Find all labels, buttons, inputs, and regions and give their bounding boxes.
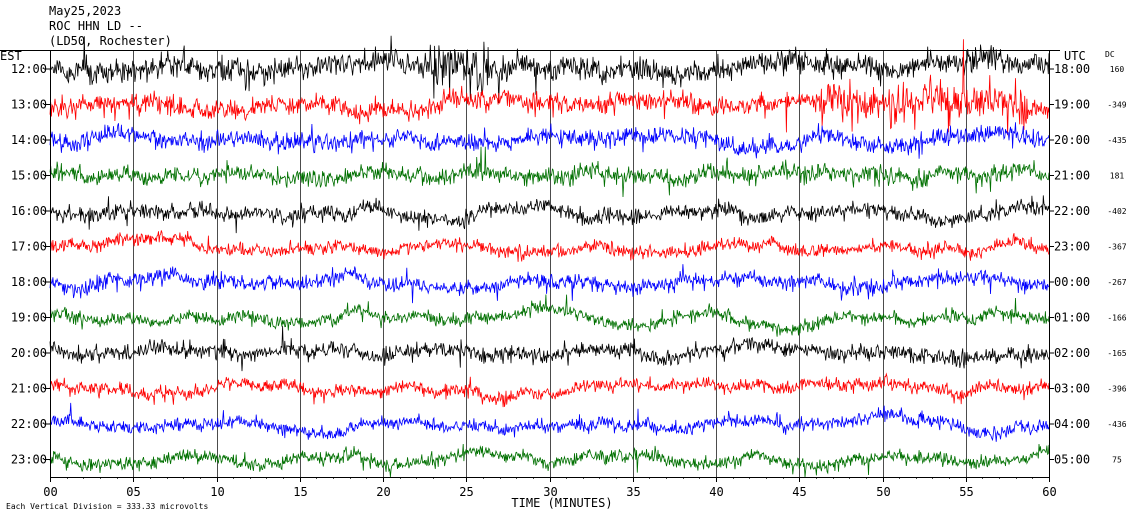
station-label: ROC HHN LD -- xyxy=(49,19,143,33)
trace-row-1500 xyxy=(49,146,1050,198)
dc-offset-value: -165 xyxy=(1107,349,1126,358)
trace-row-2200 xyxy=(49,402,1050,442)
utc-hour-label: 22:00 xyxy=(1054,204,1090,218)
trace-group xyxy=(49,35,1050,478)
est-hour-label: 19:00 xyxy=(11,311,47,325)
est-hour-label: 22:00 xyxy=(11,417,47,431)
utc-hour-label: 18:00 xyxy=(1054,62,1090,76)
dc-column-label: DC xyxy=(1105,50,1115,59)
est-hour-label: 16:00 xyxy=(11,204,47,218)
dc-offset-value: -435 xyxy=(1107,136,1126,145)
dc-offset-value: 75 xyxy=(1112,456,1122,465)
trace-row-2100 xyxy=(49,372,1050,408)
est-hour-label: 21:00 xyxy=(11,382,47,396)
x-tick-label-00: 00 xyxy=(43,485,57,499)
trace-row-2300 xyxy=(49,443,1050,478)
location-label: (LD50, Rochester) xyxy=(49,34,172,48)
x-tick-label-35: 35 xyxy=(626,485,640,499)
trace-row-2000 xyxy=(49,326,1050,372)
utc-hour-label: 01:00 xyxy=(1054,311,1090,325)
x-tick-label-05: 05 xyxy=(126,485,140,499)
trace-row-1900 xyxy=(49,294,1050,337)
est-hour-label: 15:00 xyxy=(11,169,47,183)
dc-offset-value: -349 xyxy=(1107,101,1126,110)
x-tick-label-10: 10 xyxy=(210,485,224,499)
trace-row-1200 xyxy=(49,35,1050,104)
dc-offset-value: 181 xyxy=(1110,172,1125,181)
scale-note: Each Vertical Division = 333.33 microvol… xyxy=(6,502,208,511)
utc-hour-label: 05:00 xyxy=(1054,453,1090,467)
x-tick-label-15: 15 xyxy=(293,485,307,499)
utc-hour-label: 03:00 xyxy=(1054,382,1090,396)
x-tick-label-20: 20 xyxy=(376,485,390,499)
dc-offset-value: -367 xyxy=(1107,243,1126,252)
est-hour-label: 14:00 xyxy=(11,133,47,147)
utc-hour-label: 04:00 xyxy=(1054,417,1090,431)
utc-hour-label: 02:00 xyxy=(1054,346,1090,360)
x-tick-label-25: 25 xyxy=(459,485,473,499)
x-tick-label-45: 45 xyxy=(792,485,806,499)
x-axis-title: TIME (MINUTES) xyxy=(511,496,612,510)
axis-labels: 00 05 10 15 20 25 30 35 40 45 50 55 60 12:00 18:00 160 1… xyxy=(0,49,1127,511)
trace-row-1700 xyxy=(49,230,1050,262)
x-tick-label-55: 55 xyxy=(959,485,973,499)
plot-frame xyxy=(0,50,1060,482)
est-hour-label: 17:00 xyxy=(11,240,47,254)
est-hour-label: 23:00 xyxy=(11,453,47,467)
dc-offset-value: -402 xyxy=(1107,207,1126,216)
utc-hour-label: 23:00 xyxy=(1054,240,1090,254)
utc-axis-label: UTC xyxy=(1064,49,1086,63)
est-hour-label: 18:00 xyxy=(11,275,47,289)
dc-offset-value: -166 xyxy=(1107,314,1126,323)
utc-hour-label: 20:00 xyxy=(1054,133,1090,147)
utc-hour-label: 19:00 xyxy=(1054,98,1090,112)
x-tick-label-50: 50 xyxy=(876,485,890,499)
dc-offset-value: -436 xyxy=(1107,420,1126,429)
dc-offset-value: -267 xyxy=(1107,278,1126,287)
x-tick-label-30: 30 xyxy=(543,485,557,499)
est-axis-label: EST xyxy=(0,49,22,63)
est-hour-label: 12:00 xyxy=(11,62,47,76)
chart-title: May25,2023 xyxy=(49,4,122,18)
utc-hour-label: 00:00 xyxy=(1054,275,1090,289)
dc-offset-value: -396 xyxy=(1107,385,1126,394)
trace-row-1300 xyxy=(49,39,1050,136)
dc-offset-value: 160 xyxy=(1110,65,1125,74)
trace-row-1800 xyxy=(49,264,1050,304)
est-hour-label: 13:00 xyxy=(11,98,47,112)
trace-row-1400 xyxy=(49,122,1050,159)
trace-row-1600 xyxy=(49,195,1050,234)
x-tick-label-60: 60 xyxy=(1042,485,1056,499)
utc-hour-label: 21:00 xyxy=(1054,169,1090,183)
x-tick-label-40: 40 xyxy=(709,485,723,499)
est-hour-label: 20:00 xyxy=(11,346,47,360)
